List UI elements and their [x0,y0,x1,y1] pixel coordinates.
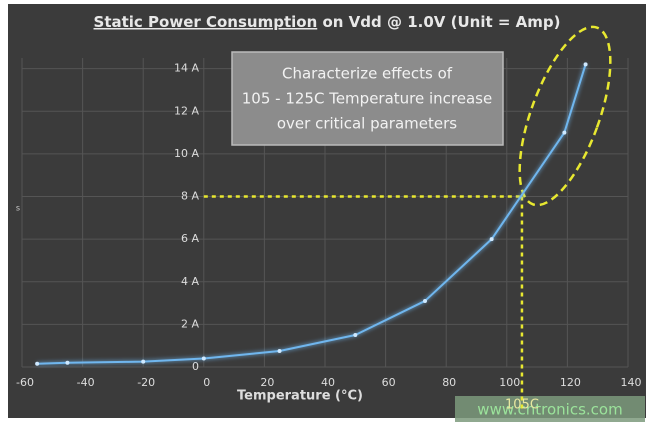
y-tick-label: 8 A [181,190,199,203]
data-point [35,361,40,366]
data-point [201,356,206,361]
data-point [583,62,588,67]
x-tick-label: -20 [137,376,155,389]
y-tick-label: 14 A [174,62,199,75]
data-point [277,349,282,354]
x-tick-label: 20 [260,376,274,389]
x-tick-label: 140 [621,376,642,389]
x-tick-label: 60 [382,376,396,389]
y-tick-label: 10 A [174,147,199,160]
chart-title: Static Power Consumption on Vdd @ 1.0V (… [94,13,561,31]
y-axis-label: s [16,204,20,213]
data-point [422,298,427,303]
y-tick-label: 2 A [181,317,199,330]
y-tick-label: 6 A [181,232,199,245]
data-point [562,130,567,135]
y-tick-label: 0 [192,360,199,373]
title-rest: on Vdd @ 1.0V (Unit = Amp) [317,13,560,31]
x-tick-label: 40 [321,376,335,389]
data-point [353,333,358,338]
y-tick-label: 4 A [181,275,199,288]
watermark-box [455,396,645,422]
x-tick-label: -40 [77,376,95,389]
annotation-text: Characterize effects of [282,65,453,83]
annotation-box [231,51,504,146]
annotation-text: over critical parameters [277,115,457,133]
data-point [141,359,146,364]
data-point [489,237,494,242]
watermark: www.cntronics.com [477,401,622,419]
annotation-text: 105 - 125C Temperature increase [242,90,492,108]
x-tick-label: -60 [16,376,34,389]
highlight-ellipse [518,25,612,207]
data-point [65,360,70,365]
data-line [37,64,587,365]
x-tick-label: 120 [560,376,581,389]
x-tick-label: 0 [203,376,210,389]
x-axis-label: Temperature (°C) [237,389,363,404]
y-tick-label: 12 A [174,104,199,117]
x-tick-label: 100 [499,376,520,389]
x-tick-label: 80 [442,376,456,389]
title-underlined: Static Power Consumption [94,13,318,31]
reference-label: 105C [505,398,539,413]
